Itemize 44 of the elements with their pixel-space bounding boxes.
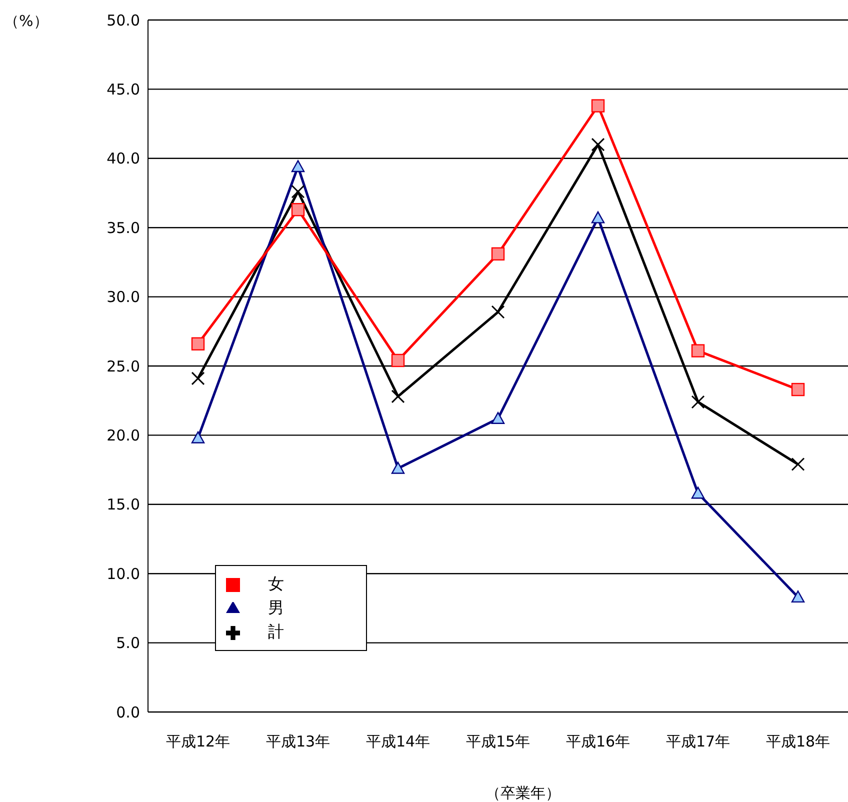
x-tick-label: 平成12年 xyxy=(166,732,230,751)
y-tick-label: 25.0 xyxy=(106,357,140,376)
x-tick-label: 平成15年 xyxy=(466,732,530,751)
point xyxy=(391,462,405,474)
y-tick-label: 15.0 xyxy=(106,496,140,514)
point xyxy=(691,486,705,499)
x-tick-label: 平成17年 xyxy=(666,732,730,751)
point xyxy=(591,211,605,224)
y-tick-label: 0.0 xyxy=(116,703,140,722)
y-tick-label: 20.0 xyxy=(106,426,140,445)
point xyxy=(791,382,805,396)
point xyxy=(491,247,505,260)
x-tick-label: 平成13年 xyxy=(266,732,330,751)
y-tick-label: 40.0 xyxy=(106,150,140,168)
x-tick-label: 平成18年 xyxy=(766,732,830,751)
y-tick-label: 30.0 xyxy=(106,288,140,306)
point xyxy=(691,344,705,358)
y-tick-label: 35.0 xyxy=(106,218,140,237)
point xyxy=(391,354,405,368)
point xyxy=(291,203,305,216)
point xyxy=(191,372,205,386)
y-tick-label: 5.0 xyxy=(116,634,140,652)
y-tick-label: 50.0 xyxy=(106,11,140,30)
point xyxy=(491,305,505,319)
point xyxy=(691,395,705,409)
y-tick-label: 45.0 xyxy=(106,80,140,99)
point xyxy=(491,412,505,424)
point xyxy=(291,160,305,172)
point xyxy=(391,390,405,404)
y-tick-label: 10.0 xyxy=(106,564,140,583)
point xyxy=(791,458,805,472)
legend-label: 女 xyxy=(268,574,284,593)
y-axis-title: （%） xyxy=(4,12,48,31)
x-axis-title: （卒業年） xyxy=(486,784,560,802)
point xyxy=(591,99,605,112)
point xyxy=(791,590,805,603)
legend-label: 男 xyxy=(268,598,284,617)
point xyxy=(191,337,205,350)
x-tick-label: 平成14年 xyxy=(366,732,430,751)
point xyxy=(191,431,205,444)
x-tick-label: 平成16年 xyxy=(566,732,630,751)
point xyxy=(291,184,305,198)
legend-label: 計 xyxy=(268,622,284,641)
point xyxy=(591,138,605,152)
